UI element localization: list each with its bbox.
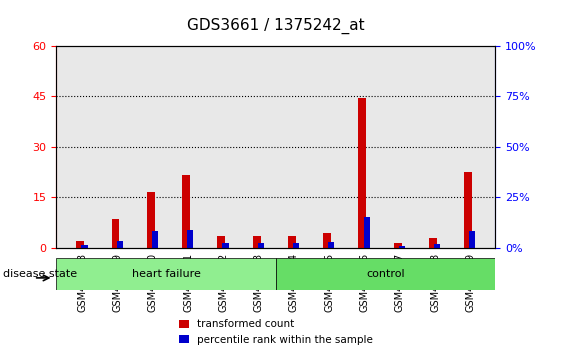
Bar: [82, 245, 87, 248]
Bar: [187, 230, 193, 248]
Bar: [182, 176, 190, 248]
Text: control: control: [367, 269, 405, 279]
Bar: [288, 236, 296, 248]
Bar: [323, 233, 331, 248]
Bar: [359, 98, 367, 248]
Bar: [253, 236, 261, 248]
Bar: [222, 243, 229, 248]
Bar: [293, 243, 299, 248]
Bar: [111, 219, 119, 248]
Bar: [152, 231, 158, 248]
Bar: [258, 243, 264, 248]
Text: disease state: disease state: [3, 269, 77, 279]
Bar: [328, 242, 334, 248]
Bar: [147, 192, 155, 248]
Bar: [464, 172, 472, 248]
Bar: [76, 241, 84, 248]
Bar: [470, 231, 476, 248]
FancyBboxPatch shape: [56, 258, 276, 290]
Legend: transformed count, percentile rank within the sample: transformed count, percentile rank withi…: [175, 315, 377, 349]
Bar: [394, 243, 401, 248]
Text: GDS3661 / 1375242_at: GDS3661 / 1375242_at: [187, 18, 365, 34]
Text: heart failure: heart failure: [132, 269, 200, 279]
Bar: [117, 241, 123, 248]
FancyBboxPatch shape: [276, 258, 495, 290]
Bar: [399, 246, 405, 248]
Bar: [429, 238, 437, 248]
Bar: [364, 217, 370, 248]
Bar: [434, 244, 440, 248]
Bar: [217, 236, 225, 248]
